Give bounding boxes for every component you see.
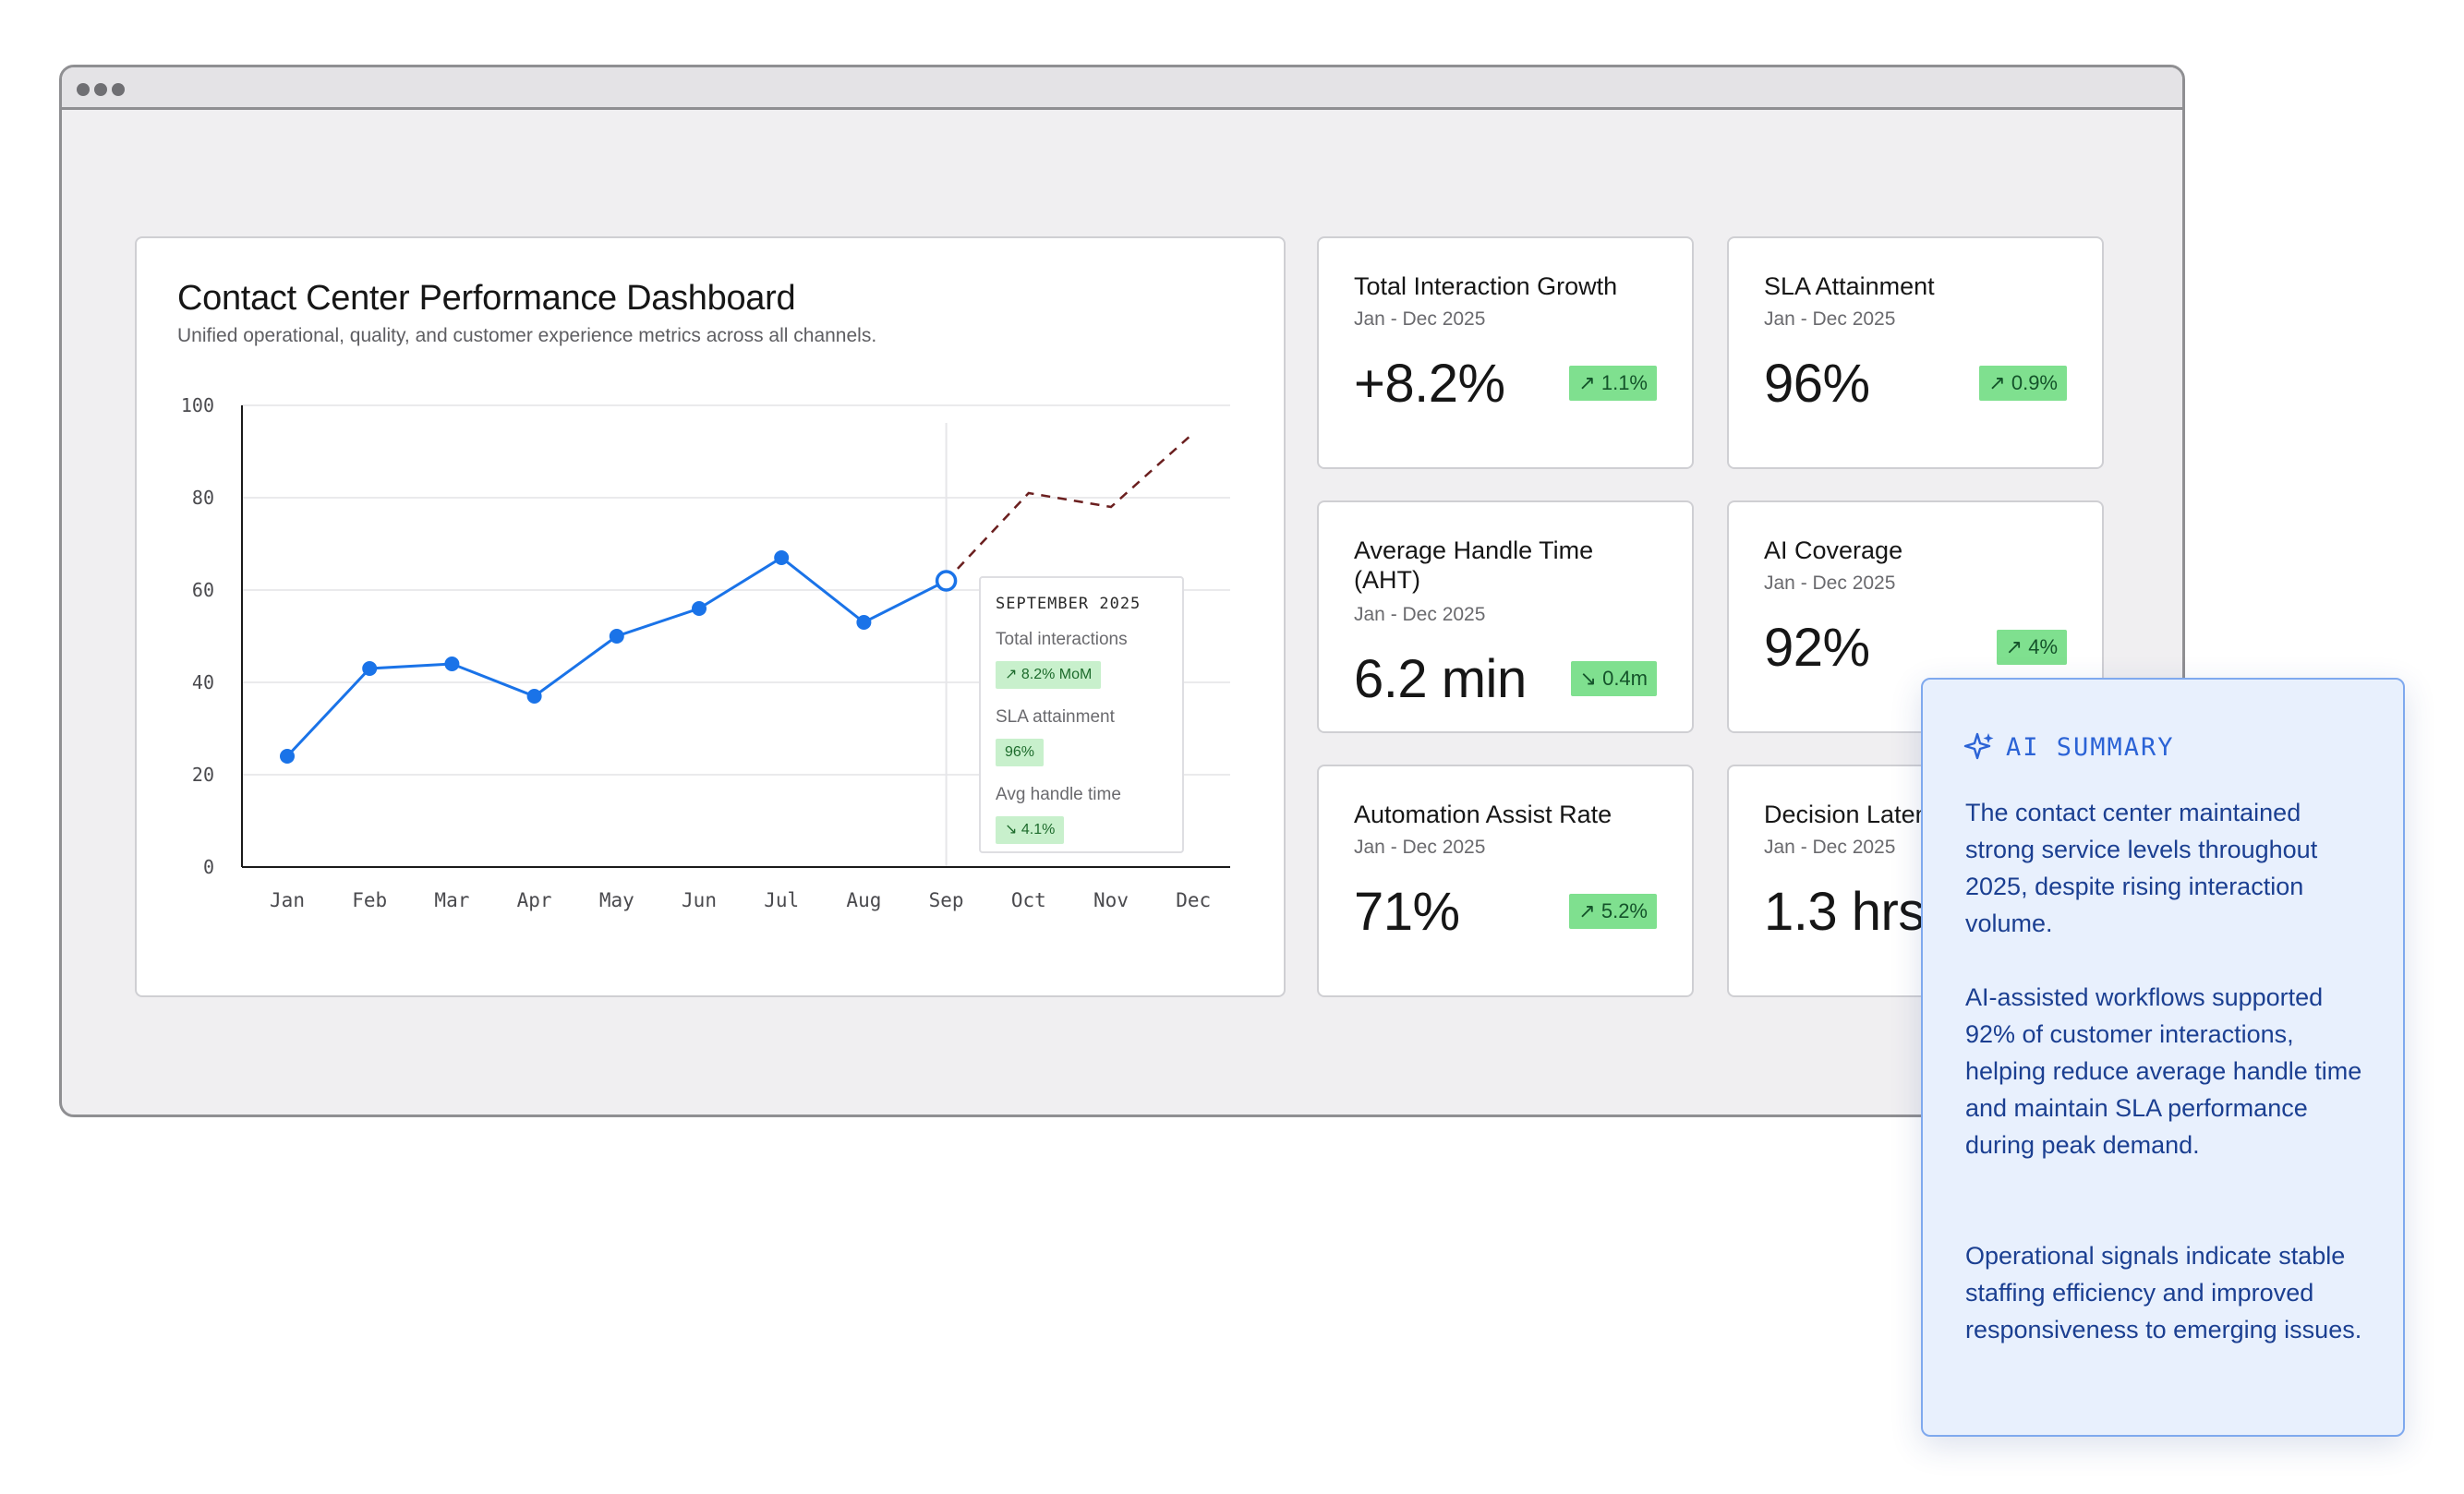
kpi-period: Jan - Dec 2025 [1764, 572, 1896, 594]
y-tick-label: 80 [192, 487, 214, 509]
data-point [526, 689, 542, 704]
kpi-trend-badge: ↗ 5.2% [1569, 894, 1657, 929]
y-tick-label: 100 [181, 394, 214, 416]
data-point [692, 601, 707, 616]
x-tick-label: Nov [1093, 889, 1129, 911]
kpi-title: Total Interaction Growth [1354, 272, 1618, 300]
kpi-title: AI Coverage [1764, 536, 1903, 564]
x-tick-label: Oct [1011, 889, 1046, 911]
tooltip-chip-interactions: ↗ 8.2% MoM [996, 661, 1102, 689]
window-control-dot[interactable] [112, 83, 125, 96]
kpi-card-automation-assist-rate[interactable]: Automation Assist Rate Jan - Dec 2025 71… [1317, 765, 1694, 997]
ai-summary-title: AI SUMMARY [2006, 732, 2175, 762]
ai-summary-header: AI SUMMARY [1963, 731, 2175, 763]
dashboard-subtitle: Unified operational, quality, and custom… [177, 325, 877, 346]
line-chart[interactable]: 0 20 40 60 80 100 Jan Feb Mar Apr May Jun Jul Aug Sep O… [137, 238, 1287, 999]
x-tick-label: Dec [1176, 889, 1211, 911]
kpi-period: Jan - Dec 2025 [1354, 308, 1486, 330]
kpi-period: Jan - Dec 2025 [1354, 837, 1486, 858]
tooltip-chip-aht: ↘ 4.1% [996, 816, 1065, 844]
kpi-value: 1.3 hrs [1764, 882, 1925, 942]
tooltip-label-aht: Avg handle time [996, 785, 1121, 804]
data-point [444, 657, 460, 671]
tooltip-label-sla: SLA attainment [996, 707, 1115, 727]
sparkle-icon [1963, 732, 1994, 760]
x-tick-label: Jul [764, 889, 799, 911]
kpi-period: Jan - Dec 2025 [1354, 604, 1486, 625]
kpi-value: 96% [1764, 354, 1870, 414]
kpi-period: Jan - Dec 2025 [1764, 308, 1896, 330]
data-point [609, 629, 624, 644]
kpi-card-interaction-growth[interactable]: Total Interaction Growth Jan - Dec 2025 … [1317, 236, 1694, 469]
x-tick-label: Sep [929, 889, 964, 911]
kpi-trend-badge: ↗ 0.9% [1979, 366, 2067, 401]
x-tick-label: Apr [517, 889, 552, 911]
tooltip-title: SEPTEMBER 2025 [996, 595, 1141, 613]
ai-summary-paragraph: AI-assisted workflows supported 92% of c… [1965, 983, 2362, 1159]
kpi-title: SLA Attainment [1764, 272, 1935, 300]
y-tick-label: 0 [203, 856, 214, 878]
kpi-trend-badge: ↗ 4% [1996, 630, 2067, 665]
kpi-trend-badge: ↘ 0.4m [1570, 661, 1657, 696]
window-control-dot[interactable] [94, 83, 107, 96]
ai-summary-paragraph: The contact center maintained strong ser… [1965, 799, 2318, 937]
kpi-value: +8.2% [1354, 354, 1505, 414]
data-point [774, 550, 790, 565]
chart-tooltip: SEPTEMBER 2025 Total interactions ↗ 8.2%… [979, 576, 1184, 853]
x-tick-label: Jan [270, 889, 305, 911]
tooltip-label-interactions: Total interactions [996, 630, 1128, 649]
actual-line [285, 556, 948, 758]
y-tick-label: 60 [192, 579, 214, 601]
y-tick-label: 40 [192, 671, 214, 693]
highlighted-data-point [935, 570, 958, 592]
y-tick-label: 20 [192, 764, 214, 786]
kpi-title: Average Handle Time (AHT) [1354, 536, 1594, 594]
data-point [280, 749, 295, 764]
data-point [362, 661, 378, 676]
kpi-card-average-handle-time[interactable]: Average Handle Time (AHT) Jan - Dec 2025… [1317, 500, 1694, 733]
kpi-value: 6.2 min [1354, 649, 1527, 709]
kpi-card-sla-attainment[interactable]: SLA Attainment Jan - Dec 2025 96% ↗ 0.9% [1727, 236, 2104, 469]
x-tick-label: Jun [682, 889, 717, 911]
x-tick-label: Mar [434, 889, 469, 911]
data-point [856, 615, 872, 630]
tooltip-chip-sla: 96% [996, 739, 1045, 766]
kpi-period: Jan - Dec 2025 [1764, 837, 1896, 858]
kpi-title: Automation Assist Rate [1354, 801, 1612, 828]
window-control-dot[interactable] [77, 83, 90, 96]
x-tick-label: Feb [352, 889, 387, 911]
x-tick-label: May [599, 889, 634, 911]
kpi-trend-badge: ↗ 1.1% [1569, 366, 1657, 401]
window-titlebar [62, 67, 2182, 110]
x-tick-label: Aug [846, 889, 881, 911]
ai-summary-panel: AI SUMMARY The contact center maintained… [1921, 678, 2405, 1437]
kpi-value: 71% [1354, 882, 1460, 942]
ai-summary-paragraph: Operational signals indicate stable staf… [1965, 1242, 2362, 1343]
chart-card: Contact Center Performance Dashboard Uni… [135, 236, 1286, 997]
dashboard-title: Contact Center Performance Dashboard [177, 279, 796, 318]
forecast-line [945, 432, 1195, 582]
kpi-value: 92% [1764, 618, 1870, 678]
